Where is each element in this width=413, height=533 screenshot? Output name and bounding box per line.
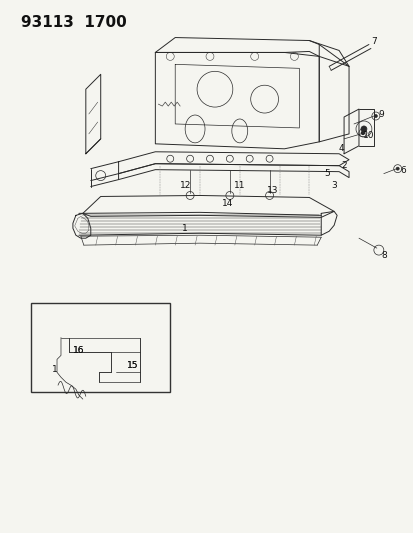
Circle shape: [395, 167, 398, 170]
Text: 4: 4: [337, 144, 343, 154]
Text: 16: 16: [73, 346, 84, 355]
Circle shape: [361, 132, 363, 134]
Text: 6: 6: [400, 166, 406, 175]
Text: 1: 1: [182, 224, 188, 233]
Text: 12: 12: [179, 181, 190, 190]
Text: 15: 15: [126, 361, 138, 370]
Text: 3: 3: [330, 181, 336, 190]
Text: 8: 8: [380, 251, 386, 260]
Text: 7: 7: [370, 37, 376, 46]
Bar: [31, 303, 170, 392]
Text: 13: 13: [266, 186, 278, 195]
Circle shape: [360, 126, 366, 132]
Text: 93113  1700: 93113 1700: [21, 15, 127, 30]
Text: 15: 15: [126, 361, 138, 370]
Text: 1: 1: [52, 365, 58, 374]
Text: 14: 14: [222, 199, 233, 208]
Circle shape: [373, 115, 376, 117]
Text: 2: 2: [340, 161, 346, 170]
Text: 9: 9: [377, 109, 383, 118]
Text: 10: 10: [362, 131, 374, 140]
Text: 16: 16: [73, 346, 84, 355]
Text: 5: 5: [323, 169, 329, 178]
Text: 11: 11: [233, 181, 245, 190]
